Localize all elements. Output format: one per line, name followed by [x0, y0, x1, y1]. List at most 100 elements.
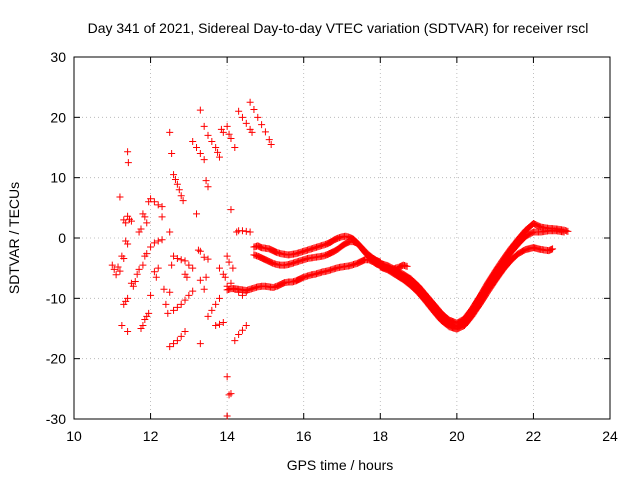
data-point [177, 332, 185, 340]
data-point [127, 279, 135, 287]
data-point [175, 186, 183, 194]
data-point [120, 216, 128, 224]
x-tick-label: 24 [602, 428, 618, 444]
data-point [185, 291, 193, 299]
x-tick-label: 20 [449, 428, 465, 444]
data-point [208, 306, 216, 314]
data-point [131, 277, 139, 285]
data-point [242, 119, 250, 127]
data-point [152, 273, 160, 281]
data-point [181, 328, 189, 336]
data-point [254, 113, 262, 121]
data-point [200, 285, 208, 293]
data-point [147, 195, 155, 203]
data-point [238, 227, 246, 235]
data-point [181, 296, 189, 304]
data-point [135, 265, 143, 273]
data-point [200, 122, 208, 130]
y-tick-labels: 30 20 10 0 -10 -20 -30 [46, 49, 66, 427]
data-point [215, 320, 223, 328]
data-point [143, 312, 151, 320]
data-point [215, 294, 223, 302]
y-tick-label: 10 [50, 170, 66, 186]
data-point [212, 144, 220, 151]
data-point [246, 125, 254, 133]
x-tick-label: 18 [372, 428, 388, 444]
data-point [120, 300, 128, 308]
data-point [229, 264, 237, 272]
data-point [204, 183, 212, 191]
data-point [137, 325, 145, 332]
data-point [223, 373, 231, 381]
x-tick-label: 22 [526, 428, 542, 444]
data-point [250, 105, 258, 113]
data-point [560, 228, 568, 236]
data-point [124, 328, 132, 336]
data-point [160, 285, 168, 293]
data-point [212, 300, 220, 308]
data-point [177, 192, 185, 200]
data-point [246, 98, 254, 106]
data-point [170, 340, 178, 348]
data-point [208, 137, 216, 145]
data-point [177, 256, 185, 264]
data-point [231, 337, 239, 345]
data-point [238, 113, 246, 121]
data-point [549, 245, 557, 253]
data-point [235, 107, 243, 115]
data-point [227, 390, 235, 398]
data-point [235, 331, 243, 339]
data-point [127, 217, 135, 225]
data-point [179, 197, 187, 205]
data-point [139, 210, 147, 218]
data-point [110, 265, 118, 273]
data-point [219, 128, 227, 136]
chart-title: Day 341 of 2021, Sidereal Day-to-day VTE… [88, 20, 589, 36]
data-point [112, 271, 120, 279]
data-point [114, 263, 122, 271]
data-point [248, 128, 256, 136]
data-point [168, 261, 176, 269]
data-point [189, 287, 197, 295]
data-point [162, 300, 170, 308]
data-point [196, 247, 204, 255]
data-point [202, 273, 210, 281]
data-point [204, 255, 212, 263]
data-point [223, 252, 231, 260]
data-point [118, 321, 126, 329]
data-point [173, 337, 181, 345]
x-axis-label: GPS time / hours [287, 457, 394, 473]
data-point [196, 150, 204, 158]
data-point [170, 171, 178, 179]
y-tick-label: -10 [46, 290, 66, 306]
data-point [158, 213, 166, 221]
data-point [225, 391, 233, 399]
data-point [227, 134, 235, 142]
data-point [221, 273, 229, 281]
data-point [204, 312, 212, 320]
data-point [139, 321, 147, 329]
data-point [189, 137, 197, 145]
data-point [145, 309, 153, 317]
data-point [193, 210, 201, 218]
data-point [223, 122, 231, 130]
data-point [141, 315, 149, 323]
data-point [217, 125, 225, 133]
data-point [225, 130, 233, 138]
data-point [124, 159, 132, 167]
data-point [141, 213, 149, 221]
data-point [150, 268, 158, 276]
data-point [219, 270, 227, 278]
data-point [200, 253, 208, 261]
data-point [196, 106, 204, 114]
data-point [194, 246, 202, 254]
data-point [223, 412, 231, 420]
data-point [215, 153, 223, 161]
data-point [265, 136, 273, 144]
data-point [139, 261, 147, 269]
data-point [122, 297, 130, 305]
data-point [133, 270, 141, 278]
data-point [238, 326, 246, 334]
data-point [154, 237, 162, 245]
